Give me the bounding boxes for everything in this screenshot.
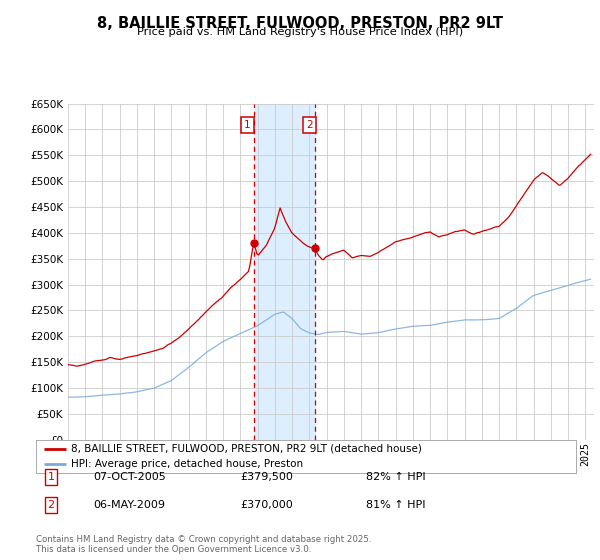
Text: 1: 1 [47, 472, 55, 482]
Text: 2: 2 [306, 120, 313, 130]
Text: £370,000: £370,000 [240, 500, 293, 510]
Text: 1: 1 [244, 120, 251, 130]
Text: 07-OCT-2005: 07-OCT-2005 [93, 472, 166, 482]
Text: Contains HM Land Registry data © Crown copyright and database right 2025.
This d: Contains HM Land Registry data © Crown c… [36, 535, 371, 554]
Text: £379,500: £379,500 [240, 472, 293, 482]
Text: 8, BAILLIE STREET, FULWOOD, PRESTON, PR2 9LT: 8, BAILLIE STREET, FULWOOD, PRESTON, PR2… [97, 16, 503, 31]
Text: HPI: Average price, detached house, Preston: HPI: Average price, detached house, Pres… [71, 459, 303, 469]
Text: 82% ↑ HPI: 82% ↑ HPI [366, 472, 425, 482]
Text: 81% ↑ HPI: 81% ↑ HPI [366, 500, 425, 510]
Bar [254, 104, 316, 440]
Text: 8, BAILLIE STREET, FULWOOD, PRESTON, PR2 9LT (detached house): 8, BAILLIE STREET, FULWOOD, PRESTON, PR2… [71, 444, 422, 454]
Text: 06-MAY-2009: 06-MAY-2009 [93, 500, 165, 510]
Text: Price paid vs. HM Land Registry's House Price Index (HPI): Price paid vs. HM Land Registry's House … [137, 27, 463, 37]
Text: 2: 2 [47, 500, 55, 510]
